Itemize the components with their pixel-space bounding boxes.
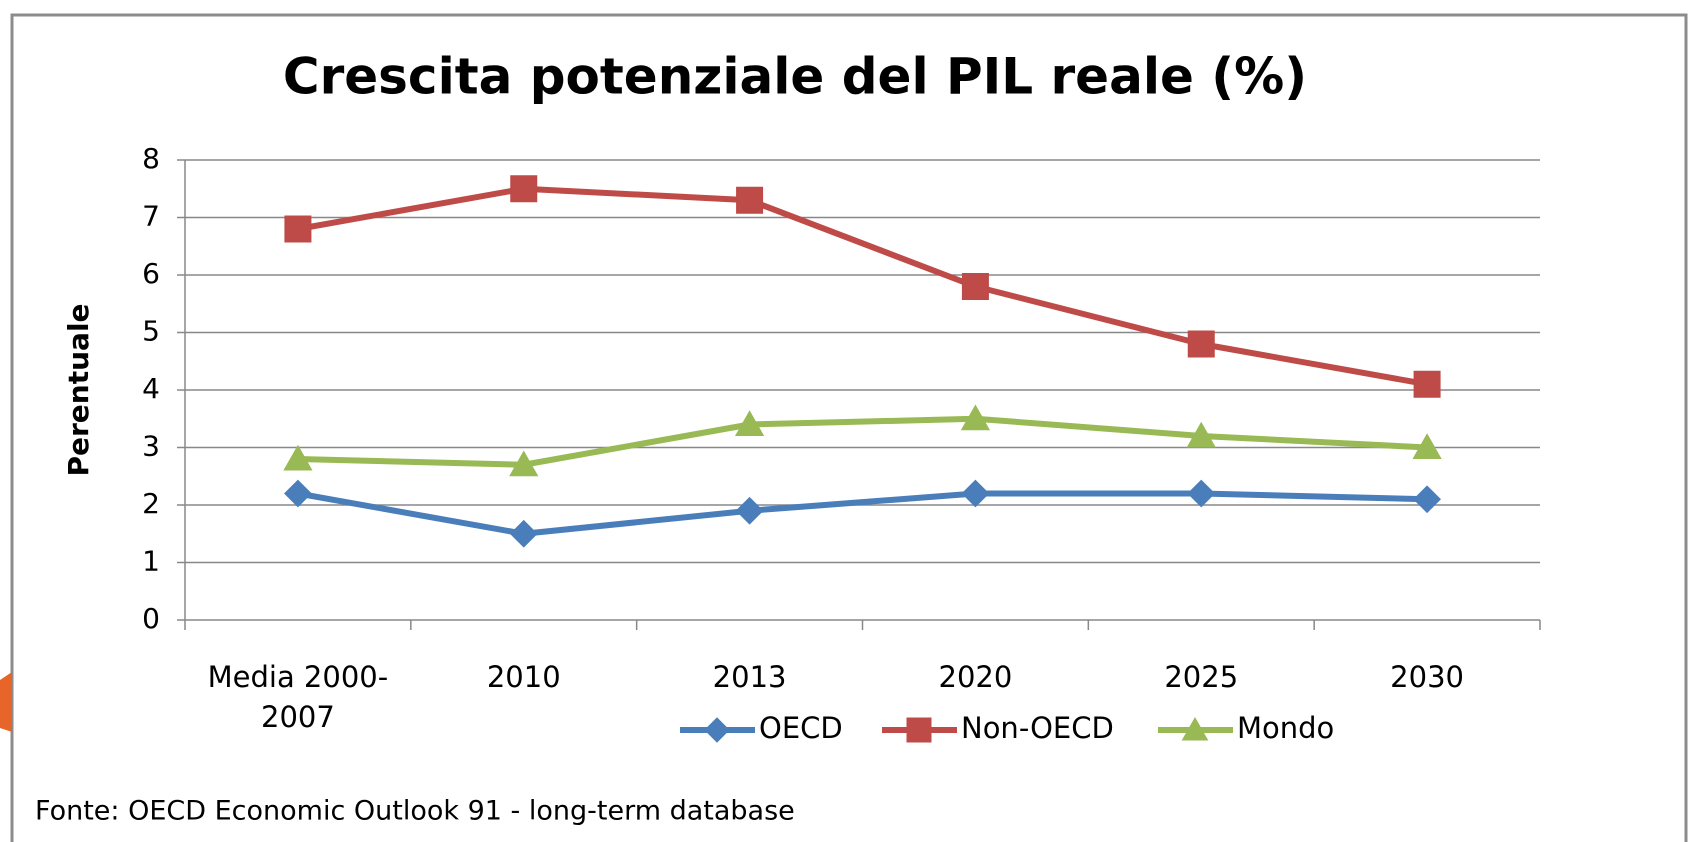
legend-label: Non-OECD bbox=[961, 711, 1114, 745]
x-tick-label: 2025 bbox=[1164, 660, 1239, 694]
marker bbox=[1187, 479, 1216, 508]
y-tick-label: 2 bbox=[142, 487, 160, 520]
decoration bbox=[0, 672, 12, 732]
frame bbox=[10, 13, 1688, 842]
y-tick-label: 3 bbox=[142, 430, 160, 463]
y-tick-label: 6 bbox=[142, 257, 160, 290]
y-tick-label: 8 bbox=[142, 142, 160, 175]
marker bbox=[736, 186, 764, 214]
chart-title: Crescita potenziale del PIL reale (%) bbox=[283, 48, 1307, 106]
marker bbox=[960, 404, 991, 431]
series-line bbox=[297, 415, 1428, 468]
marker bbox=[509, 450, 539, 477]
y-tick-label: 4 bbox=[142, 372, 160, 405]
series-line bbox=[297, 185, 1428, 388]
y-axis-label: Perentuale bbox=[62, 303, 95, 476]
marker bbox=[1187, 330, 1215, 358]
marker bbox=[510, 175, 538, 203]
marker bbox=[961, 479, 990, 508]
marker bbox=[735, 496, 764, 525]
y-tick-label: 0 bbox=[142, 602, 160, 635]
marker bbox=[509, 519, 538, 548]
x-tick-label: 2020 bbox=[938, 660, 1013, 694]
marker bbox=[906, 717, 932, 743]
marker bbox=[1412, 433, 1442, 459]
source-note: Fonte: OECD Economic Outlook 91 - long-t… bbox=[35, 796, 795, 827]
marker bbox=[284, 479, 312, 508]
x-tick-label: Media 2000-2007 bbox=[207, 660, 389, 734]
marker bbox=[284, 215, 312, 243]
x-tick-label: 2030 bbox=[1390, 660, 1464, 694]
y-tick-label: 5 bbox=[142, 315, 160, 348]
legend-label: Mondo bbox=[1237, 711, 1334, 745]
x-tick-label: 2013 bbox=[712, 660, 787, 694]
legend-label: OECD bbox=[759, 711, 843, 745]
marker bbox=[1413, 370, 1441, 398]
marker bbox=[704, 717, 730, 743]
marker bbox=[961, 273, 989, 300]
x-tick-label: 2010 bbox=[486, 660, 561, 694]
y-tick-label: 7 bbox=[142, 200, 160, 233]
marker bbox=[1186, 421, 1216, 448]
marker bbox=[1181, 716, 1209, 741]
y-tick-label: 1 bbox=[142, 545, 160, 578]
series-line bbox=[297, 490, 1428, 537]
marker bbox=[283, 444, 313, 471]
marker bbox=[1413, 485, 1441, 514]
marker bbox=[734, 410, 765, 436]
